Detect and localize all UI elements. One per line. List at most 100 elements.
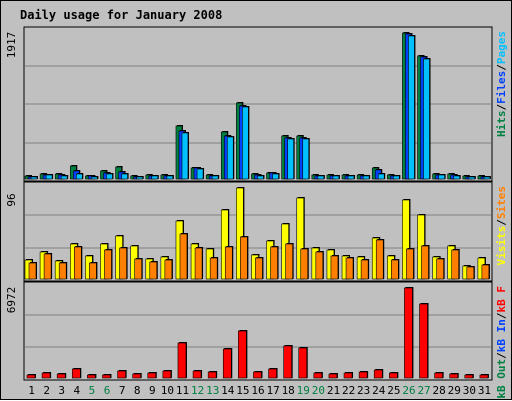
bar-sites-day-26 <box>406 248 414 280</box>
bar-pages-day-17 <box>272 173 279 180</box>
x-tick-label: 22 <box>342 384 355 397</box>
x-tick-label: 6 <box>104 384 111 397</box>
x-tick-label: 10 <box>161 384 174 397</box>
x-tick-label: 14 <box>221 384 235 397</box>
bar-pages-day-13 <box>211 175 219 180</box>
bar-sites-day-14 <box>224 246 233 280</box>
x-tick-label: 8 <box>134 384 141 397</box>
legend-part: Sites <box>495 186 508 219</box>
bar-kbf-day-5 <box>87 374 96 379</box>
bar-pages-day-22 <box>347 175 355 180</box>
bar-kbf-day-10 <box>162 370 172 379</box>
bar-sites-day-30 <box>466 266 475 280</box>
panel-1: 1917 Hits/Files/Pages <box>5 26 508 182</box>
legend-part: / <box>495 104 508 111</box>
bar-sites-day-10 <box>164 259 173 280</box>
bar-sites-day-7 <box>119 247 127 280</box>
panel-plot-area <box>23 281 493 381</box>
x-tick-label: 17 <box>266 384 279 397</box>
bar-kbf-day-1 <box>26 374 36 379</box>
bar-kbf-day-28 <box>434 372 443 379</box>
bar-sites-day-21 <box>330 255 339 280</box>
chart-title: Daily usage for January 2008 <box>20 8 222 22</box>
bar-pages-day-8 <box>136 176 143 180</box>
bar-kbf-day-27 <box>419 303 428 379</box>
bar-kbf-day-2 <box>41 372 51 379</box>
bar-kbf-day-19 <box>298 347 308 379</box>
legend-part: kB In <box>495 319 508 352</box>
legend-part: kB Out <box>495 359 508 399</box>
bar-kbf-day-14 <box>222 348 232 379</box>
bar-sites-day-8 <box>134 258 142 280</box>
bar-pages-day-24 <box>377 173 385 180</box>
bar-pages-day-15 <box>242 106 249 180</box>
bar-kbf-day-15 <box>238 330 247 379</box>
bar-sites-day-9 <box>149 261 158 280</box>
legend-part: / <box>495 312 508 319</box>
bar-kbf-day-9 <box>147 372 157 379</box>
bar-pages-day-5 <box>91 176 98 180</box>
bar-sites-day-25 <box>391 259 399 280</box>
panel-legend: Visits/Sites <box>495 186 508 266</box>
x-tick-label: 5 <box>89 384 96 397</box>
bar-sites-day-31 <box>481 264 490 280</box>
legend-part: Files <box>495 71 508 104</box>
bar-kbf-day-8 <box>132 373 141 379</box>
legend-part: / <box>495 352 508 359</box>
bar-pages-day-16 <box>257 175 264 180</box>
bar-pages-day-14 <box>226 136 234 180</box>
bar-sites-day-6 <box>104 249 112 280</box>
bar-sites-day-24 <box>375 239 384 280</box>
bar-kbf-day-30 <box>464 374 474 379</box>
bar-sites-day-29 <box>451 249 460 280</box>
bar-pages-day-28 <box>438 174 445 180</box>
bar-kbf-day-13 <box>207 371 217 379</box>
x-tick-label: 26 <box>402 384 415 397</box>
bar-sites-day-13 <box>209 257 218 280</box>
bar-visits-day-26 <box>402 199 410 280</box>
panel-max-label: 1917 <box>5 32 18 59</box>
panel-3: 6972 kB Out/kB In/kB F <box>5 281 508 399</box>
bar-sites-day-5 <box>89 262 97 280</box>
bar-visits-day-19 <box>296 197 305 280</box>
bar-kbf-day-22 <box>343 372 353 379</box>
bar-sites-day-23 <box>360 259 369 280</box>
panel-max-label: 6972 <box>5 287 18 314</box>
bar-sites-day-11 <box>179 233 188 280</box>
panel-legend: kB Out/kB In/kB F <box>495 286 508 399</box>
bar-pages-day-27 <box>423 58 430 180</box>
x-tick-label: 15 <box>236 384 249 397</box>
legend-part: / <box>495 64 508 71</box>
panel-legend: Hits/Files/Pages <box>495 31 508 137</box>
bar-pages-day-20 <box>317 175 325 180</box>
bar-kbf-day-17 <box>268 368 277 379</box>
bar-kbf-day-25 <box>389 372 398 379</box>
bar-sites-day-19 <box>300 248 309 280</box>
bar-kbf-day-23 <box>358 371 368 379</box>
bar-pages-day-12 <box>196 168 204 180</box>
bar-kbf-day-24 <box>373 369 383 379</box>
legend-part: / <box>495 219 508 226</box>
legend-part: Hits <box>495 111 508 138</box>
bar-kbf-day-4 <box>71 368 81 379</box>
x-tick-label: 23 <box>357 384 370 397</box>
x-tick-label: 7 <box>119 384 126 397</box>
x-tick-label: 19 <box>297 384 310 397</box>
x-tick-label: 4 <box>74 384 81 397</box>
bar-kbf-day-21 <box>328 373 338 379</box>
bar-sites-day-3 <box>58 262 67 280</box>
bar-pages-day-3 <box>60 175 68 180</box>
bar-sites-day-1 <box>28 262 37 280</box>
bar-kbf-day-11 <box>177 342 187 379</box>
bar-pages-day-18 <box>287 138 294 180</box>
x-tick-label: 31 <box>478 384 491 397</box>
bar-pages-day-31 <box>483 176 491 180</box>
x-tick-label: 12 <box>191 384 204 397</box>
x-tick-label: 20 <box>312 384 325 397</box>
x-tick-label: 28 <box>433 384 446 397</box>
bar-pages-day-10 <box>166 175 174 180</box>
bar-pages-day-1 <box>30 176 38 180</box>
x-tick-label: 30 <box>463 384 476 397</box>
bar-pages-day-26 <box>408 35 415 180</box>
